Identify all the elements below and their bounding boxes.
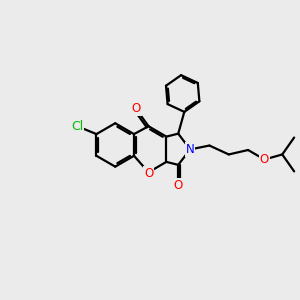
Text: O: O xyxy=(260,153,269,166)
Text: O: O xyxy=(144,167,153,180)
Text: N: N xyxy=(186,143,194,156)
Text: O: O xyxy=(131,103,141,116)
Text: O: O xyxy=(174,179,183,192)
Text: Cl: Cl xyxy=(71,120,83,133)
